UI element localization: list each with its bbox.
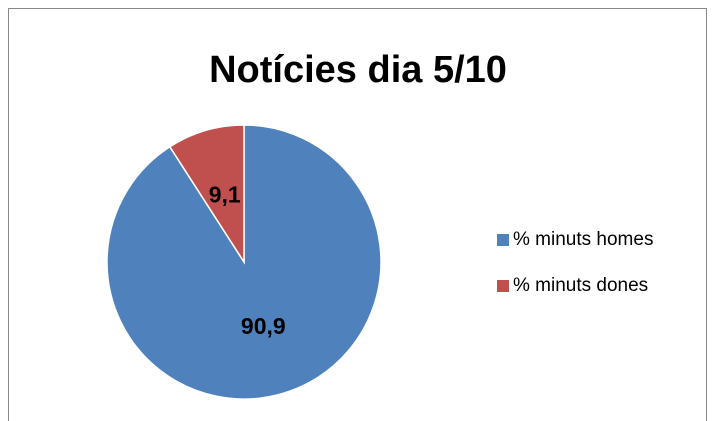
data-label: 90,9 [241, 313, 286, 339]
data-label: 9,1 [209, 181, 241, 207]
chart-title: Notícies dia 5/10 [209, 49, 507, 91]
pie-slice [168, 124, 245, 265]
legend-label: % minuts homes [513, 229, 653, 250]
pie-slice [106, 124, 382, 400]
legend-swatch [497, 234, 509, 246]
legend-swatch [497, 280, 509, 292]
legend-label: % minuts dones [513, 275, 648, 296]
